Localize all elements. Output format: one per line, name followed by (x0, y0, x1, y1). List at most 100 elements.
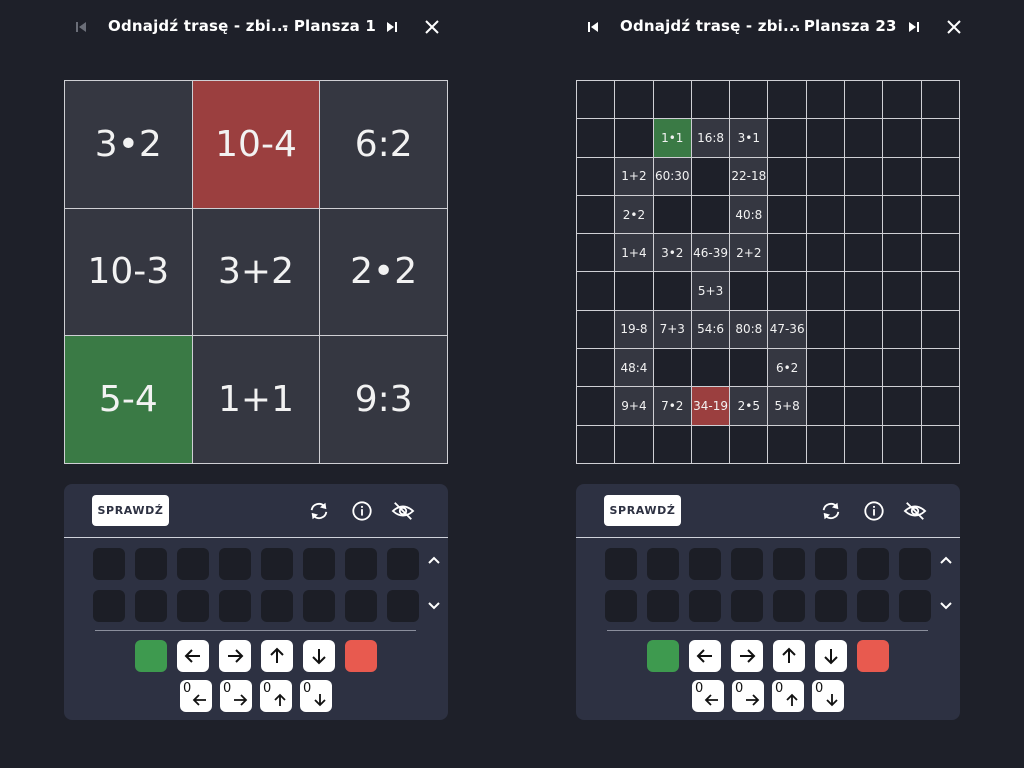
board-cell[interactable] (883, 387, 922, 426)
board-cell[interactable] (845, 387, 884, 426)
board-cell[interactable]: 34-19 (691, 387, 731, 426)
answer-slot[interactable] (731, 590, 763, 622)
board-cell[interactable] (577, 310, 616, 350)
answer-slot[interactable] (177, 548, 209, 580)
answer-slot[interactable] (303, 590, 335, 622)
board-cell[interactable] (806, 425, 846, 464)
answer-slot[interactable] (689, 590, 721, 622)
board-cell[interactable] (768, 119, 807, 158)
answer-slot[interactable] (647, 548, 679, 580)
zero-down-key[interactable]: 0 (300, 680, 332, 712)
board-cell[interactable] (845, 81, 884, 120)
board-cell[interactable] (653, 81, 692, 120)
board-cell[interactable] (577, 349, 616, 388)
board-cell[interactable]: 3•2 (653, 234, 692, 273)
board-cell[interactable]: 10-4 (192, 81, 321, 209)
arrow-up-icon[interactable] (261, 640, 293, 672)
board-cell[interactable] (883, 310, 922, 350)
answer-slot[interactable] (261, 590, 293, 622)
skip-start-icon[interactable] (578, 12, 608, 42)
board-cell[interactable] (730, 425, 769, 464)
answer-slot[interactable] (857, 548, 889, 580)
board-cell[interactable] (577, 157, 616, 196)
board-cell[interactable]: 1•1 (653, 119, 692, 158)
board-cell[interactable] (883, 425, 922, 464)
board-cell[interactable] (730, 81, 769, 120)
board-cell[interactable] (806, 81, 846, 120)
board-cell[interactable]: 1+4 (615, 234, 654, 273)
board-cell[interactable]: 3•1 (730, 119, 769, 158)
board-cell[interactable] (845, 234, 884, 273)
board-cell[interactable] (845, 349, 884, 388)
answer-slot[interactable] (303, 548, 335, 580)
answer-slot[interactable] (857, 590, 889, 622)
board-cell[interactable]: 2•2 (615, 195, 654, 235)
chevron-down-icon[interactable] (938, 598, 954, 614)
board-cell[interactable] (691, 81, 731, 120)
arrow-down-icon[interactable] (303, 640, 335, 672)
board-cell[interactable] (921, 349, 960, 388)
board-cell[interactable] (653, 425, 692, 464)
board-cell[interactable]: 6:2 (320, 81, 448, 209)
check-button[interactable]: SPRAWDŹ (92, 495, 169, 526)
arrow-left-icon[interactable] (689, 640, 721, 672)
answer-slot[interactable] (773, 590, 805, 622)
start-key[interactable] (647, 640, 679, 672)
board-cell[interactable] (577, 195, 616, 235)
board-cell[interactable]: 2•2 (320, 208, 448, 337)
answer-slot[interactable] (387, 590, 419, 622)
board-cell[interactable] (883, 272, 922, 311)
start-key[interactable] (135, 640, 167, 672)
answer-slot[interactable] (605, 548, 637, 580)
board-cell[interactable]: 3+2 (192, 208, 321, 337)
answer-slot[interactable] (815, 590, 847, 622)
board-cell[interactable] (768, 425, 807, 464)
board-cell[interactable] (730, 349, 769, 388)
board-cell[interactable] (577, 81, 616, 120)
board-cell[interactable] (653, 349, 692, 388)
board-cell[interactable] (921, 387, 960, 426)
answer-slot[interactable] (135, 548, 167, 580)
board-cell[interactable] (921, 310, 960, 350)
board-cell[interactable]: 7+3 (653, 310, 692, 350)
board-cell[interactable]: 47-36 (768, 310, 807, 350)
board-cell[interactable]: 60:30 (653, 157, 692, 196)
board-cell[interactable] (768, 234, 807, 273)
board-cell[interactable] (921, 234, 960, 273)
chevron-up-icon[interactable] (938, 552, 954, 568)
board-cell[interactable] (653, 195, 692, 235)
board-cell[interactable] (615, 272, 654, 311)
board-cell[interactable] (806, 310, 846, 350)
board-cell[interactable] (845, 272, 884, 311)
answer-slot[interactable] (387, 548, 419, 580)
board-cell[interactable] (921, 81, 960, 120)
answer-slot[interactable] (605, 590, 637, 622)
board-cell[interactable] (921, 195, 960, 235)
board-cell[interactable]: 7•2 (653, 387, 692, 426)
arrow-right-icon[interactable] (731, 640, 763, 672)
board-cell[interactable] (768, 272, 807, 311)
board-cell[interactable] (806, 349, 846, 388)
answer-slot[interactable] (177, 590, 209, 622)
board-cell[interactable]: 22-18 (730, 157, 769, 196)
board-cell[interactable]: 5-4 (65, 336, 193, 464)
board-cell[interactable] (691, 425, 731, 464)
board-cell[interactable] (845, 425, 884, 464)
board-cell[interactable] (768, 81, 807, 120)
board-cell[interactable] (806, 195, 846, 235)
hide-icon[interactable] (902, 498, 928, 524)
reset-icon[interactable] (818, 498, 844, 524)
board-cell[interactable] (768, 157, 807, 196)
answer-slot[interactable] (815, 548, 847, 580)
close-icon[interactable] (939, 12, 969, 42)
board-cell[interactable] (615, 119, 654, 158)
board-cell[interactable]: 5+3 (691, 272, 731, 311)
zero-up-key[interactable]: 0 (772, 680, 804, 712)
skip-end-icon[interactable] (899, 12, 929, 42)
answer-slot[interactable] (93, 590, 125, 622)
chevron-down-icon[interactable] (426, 598, 442, 614)
board-cell[interactable]: 1+1 (192, 336, 321, 464)
board-cell[interactable]: 40:8 (730, 195, 769, 235)
answer-slot[interactable] (219, 590, 251, 622)
board-cell[interactable] (883, 157, 922, 196)
